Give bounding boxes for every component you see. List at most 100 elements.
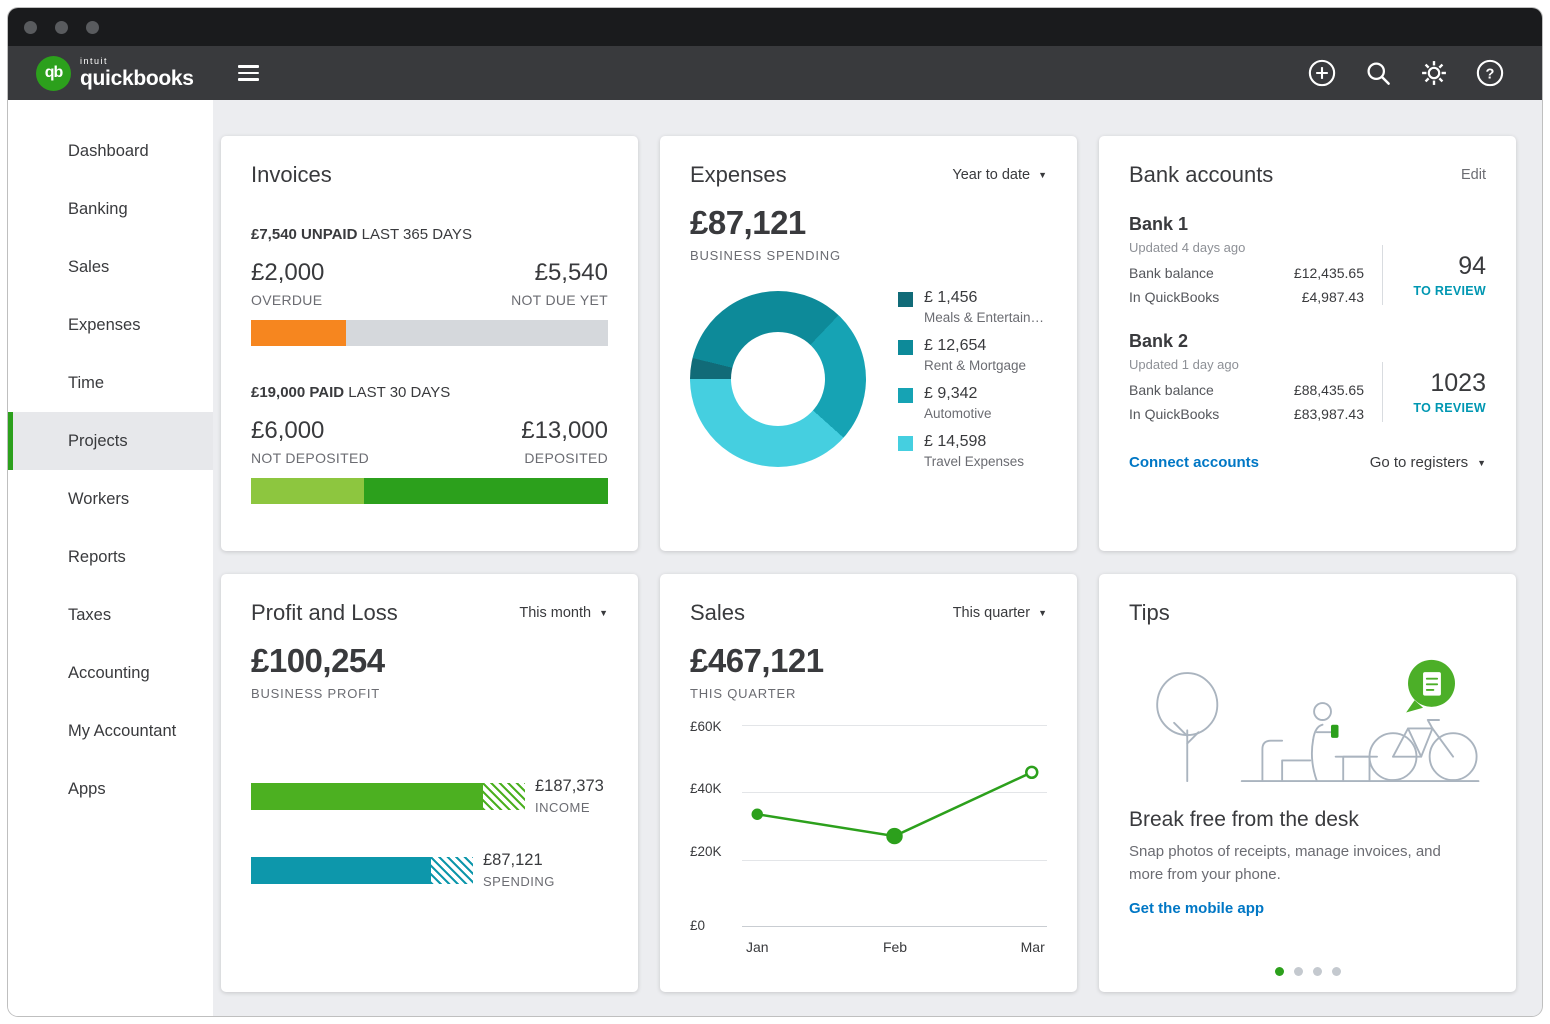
legend-amount: £ 9,342 bbox=[924, 385, 978, 402]
bank-balance-value: £88,435.65 bbox=[1293, 382, 1364, 398]
settings-button[interactable] bbox=[1420, 59, 1448, 87]
bank-updated: Updated 1 day ago bbox=[1129, 357, 1239, 372]
to-review-block[interactable]: 94 TO REVIEW bbox=[1382, 245, 1486, 305]
intuit-label: intuit bbox=[80, 56, 109, 66]
carousel-dot[interactable] bbox=[1331, 967, 1341, 976]
carousel-dot[interactable] bbox=[1274, 967, 1284, 976]
y-tick: £40K bbox=[690, 781, 722, 797]
search-button[interactable] bbox=[1364, 59, 1392, 87]
overdue-amount: £2,000 bbox=[251, 259, 325, 286]
sidebar-item-banking[interactable]: Banking bbox=[68, 199, 128, 218]
get-mobile-app-link[interactable]: Get the mobile app bbox=[1129, 900, 1265, 917]
chevron-down-icon: ▼ bbox=[599, 608, 608, 618]
spending-label: SPENDING bbox=[483, 874, 555, 889]
gear-icon bbox=[1422, 61, 1446, 85]
sales-x-axis: Jan Feb Mar bbox=[742, 939, 1048, 957]
deposited-amount: £13,000 bbox=[521, 417, 608, 444]
profit-loss-title: Profit and Loss bbox=[251, 600, 398, 625]
window-zoom-button[interactable] bbox=[86, 20, 99, 34]
paid-summary: £19,000 PAID LAST 30 DAYS bbox=[251, 384, 608, 401]
sidebar-item-apps[interactable]: Apps bbox=[68, 779, 106, 798]
income-bar bbox=[251, 782, 525, 810]
sales-range-dropdown[interactable]: This quarter ▼ bbox=[953, 605, 1047, 621]
sidebar-item-expenses[interactable]: Expenses bbox=[68, 315, 141, 334]
sidebar-item-taxes[interactable]: Taxes bbox=[68, 605, 112, 624]
sidebar-item-accounting[interactable]: Accounting bbox=[68, 663, 150, 682]
legend-item: £ 14,598 Travel Expenses bbox=[898, 433, 1047, 469]
add-new-button[interactable] bbox=[1308, 59, 1336, 87]
y-tick: £20K bbox=[690, 843, 722, 859]
unpaid-bar[interactable] bbox=[251, 320, 608, 346]
window-close-button[interactable] bbox=[24, 20, 37, 34]
bank-balance-label: Bank balance bbox=[1129, 382, 1214, 398]
legend-label: Automotive bbox=[924, 406, 992, 421]
quickbooks-logo[interactable]: qb intuit quickbooks bbox=[36, 55, 194, 91]
expenses-range-dropdown[interactable]: Year to date ▼ bbox=[952, 167, 1047, 183]
not-due-amount: £5,540 bbox=[534, 259, 608, 286]
carousel-dots bbox=[1274, 967, 1341, 976]
unpaid-summary-period: LAST 365 DAYS bbox=[357, 226, 472, 243]
to-review-block[interactable]: 1023 TO REVIEW bbox=[1382, 362, 1486, 422]
bank-edit-button[interactable]: Edit bbox=[1461, 167, 1486, 183]
x-tick: Feb bbox=[882, 939, 908, 955]
sidebar-item-reports[interactable]: Reports bbox=[68, 547, 126, 566]
unpaid-breakdown: £2,000 OVERDUE £5,540 NOT DUE YET bbox=[251, 259, 608, 308]
tips-heading: Break free from the desk bbox=[1129, 808, 1359, 831]
search-icon bbox=[1366, 61, 1390, 85]
not-due-label: NOT DUE YET bbox=[511, 292, 608, 308]
app-body: Dashboard Banking Sales Expenses Time Pr… bbox=[8, 100, 1542, 1016]
spending-amount: £87,121 bbox=[483, 851, 543, 869]
not-deposited-label: NOT DEPOSITED bbox=[251, 450, 369, 466]
carousel-dot[interactable] bbox=[1293, 967, 1303, 976]
app-header: qb intuit quickbooks bbox=[8, 46, 1542, 100]
window-titlebar bbox=[8, 8, 1542, 46]
spending-bar-row: £87,121 SPENDING bbox=[251, 851, 608, 889]
carousel-dot[interactable] bbox=[1312, 967, 1322, 976]
paid-summary-period: LAST 30 DAYS bbox=[344, 384, 451, 401]
not-deposited-bar-fill bbox=[251, 478, 364, 504]
tips-title: Tips bbox=[1129, 600, 1170, 625]
profit-loss-range-dropdown[interactable]: This month ▼ bbox=[519, 605, 608, 621]
sidebar-item-dashboard[interactable]: Dashboard bbox=[68, 141, 149, 160]
sales-plot-area bbox=[742, 725, 1047, 927]
legend-swatch-automotive bbox=[898, 388, 913, 403]
receipt-badge-icon bbox=[1406, 659, 1455, 713]
expenses-subtitle: BUSINESS SPENDING bbox=[690, 248, 841, 263]
sidebar-item-projects[interactable]: Projects bbox=[8, 412, 213, 470]
sidebar-item-time[interactable]: Time bbox=[68, 373, 105, 392]
expenses-donut-chart bbox=[690, 291, 866, 467]
overdue-bar-fill bbox=[251, 320, 346, 346]
sidebar-item-sales[interactable]: Sales bbox=[68, 257, 110, 276]
expenses-card: Expenses Year to date ▼ £87,121 BUSINESS… bbox=[660, 136, 1077, 551]
bank-updated: Updated 4 days ago bbox=[1129, 240, 1246, 255]
tips-body-text: Snap photos of receipts, manage invoices… bbox=[1129, 843, 1441, 883]
svg-text:?: ? bbox=[1486, 66, 1495, 82]
sidebar-item-workers[interactable]: Workers bbox=[68, 489, 130, 508]
legend-amount: £ 12,654 bbox=[924, 337, 987, 354]
bank-account-row: Bank 1 Updated 4 days ago Bank balance £… bbox=[1129, 214, 1486, 305]
chevron-down-icon: ▼ bbox=[1038, 170, 1047, 180]
connect-accounts-link[interactable]: Connect accounts bbox=[1129, 454, 1260, 471]
help-icon: ? bbox=[1476, 59, 1504, 87]
bank-accounts-card: Bank accounts Edit Bank 1 Updated 4 days… bbox=[1099, 136, 1516, 551]
sales-line-chart: £60K £40K £20K £0 bbox=[690, 719, 1047, 933]
sidebar-item-my-accountant[interactable]: My Accountant bbox=[68, 721, 177, 740]
bank-name: Bank 2 bbox=[1129, 331, 1189, 351]
y-tick: £60K bbox=[690, 719, 722, 734]
legend-swatch-rent bbox=[898, 340, 913, 355]
deposited-label: DEPOSITED bbox=[524, 450, 608, 466]
paid-bar[interactable] bbox=[251, 478, 608, 504]
tips-illustration bbox=[1129, 644, 1486, 796]
go-to-registers-dropdown[interactable]: Go to registers ▼ bbox=[1370, 454, 1486, 471]
sales-amount: £467,121 bbox=[690, 642, 824, 679]
sales-title: Sales bbox=[690, 600, 746, 625]
x-tick: Mar bbox=[1020, 939, 1045, 955]
window-minimize-button[interactable] bbox=[55, 20, 68, 34]
hamburger-menu-button[interactable] bbox=[237, 65, 259, 81]
in-quickbooks-label: In QuickBooks bbox=[1129, 289, 1220, 305]
income-label: INCOME bbox=[535, 800, 590, 815]
help-button[interactable]: ? bbox=[1476, 59, 1504, 87]
paid-breakdown: £6,000 NOT DEPOSITED £13,000 DEPOSITED bbox=[251, 417, 608, 466]
chevron-down-icon: ▼ bbox=[1477, 457, 1486, 468]
appbar-actions: ? bbox=[1308, 59, 1504, 87]
